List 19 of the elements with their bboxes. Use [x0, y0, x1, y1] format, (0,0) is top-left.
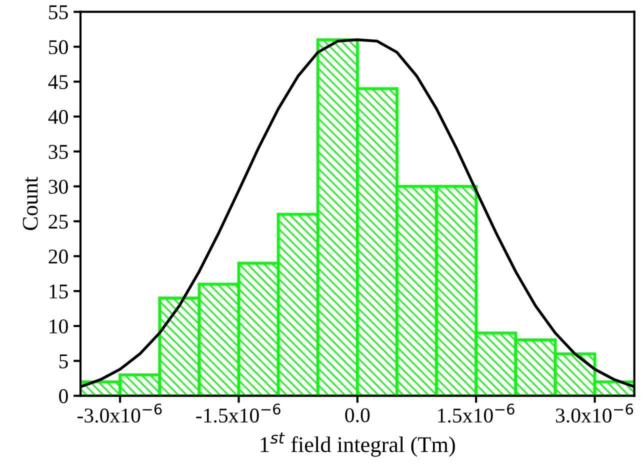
y-tick-label: 50 [49, 40, 68, 54]
y-tick-label: 35 [48, 144, 68, 159]
x-tick-label: 1.5x10$^{−6}$ [438, 404, 514, 423]
x-tick-label: -1.5x10$^{−6}$ [196, 404, 280, 423]
y-tick-label: 25 [48, 214, 68, 229]
x-tick-label: 3.0x10$^{−6}$ [556, 404, 634, 423]
y-tick-label: 5 [59, 354, 68, 368]
y-tick-label: 0 [59, 389, 68, 404]
y-tick-label: 30 [48, 180, 68, 194]
y-tick-label: 40 [48, 110, 68, 124]
y-tick-label: 10 [50, 319, 68, 334]
y-tick-label: 20 [48, 250, 68, 264]
y-axis-title: Count [22, 176, 38, 230]
y-tick-label: 45 [48, 75, 68, 90]
x-tick-label: 0.0 [345, 408, 370, 422]
y-tick-label: 55 [49, 5, 68, 20]
x-tick-label: -3.0x10$^{−6}$ [78, 404, 162, 423]
y-tick-label: 15 [50, 284, 68, 299]
x-axis-title: 1$^{st}$ field integral (Tm) [260, 432, 455, 457]
